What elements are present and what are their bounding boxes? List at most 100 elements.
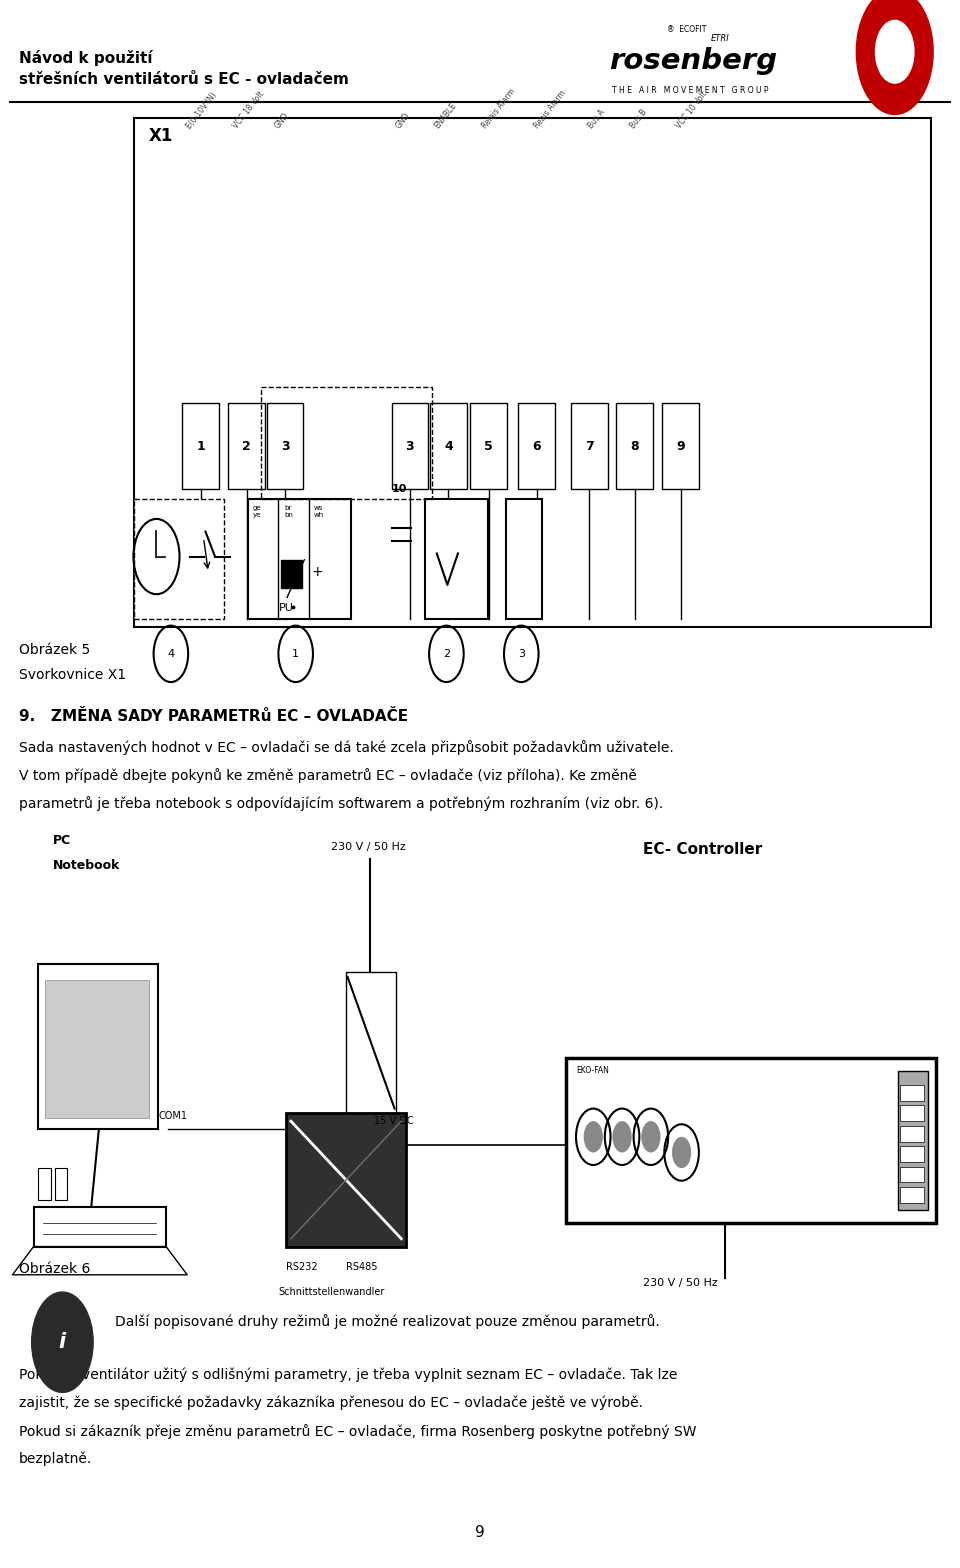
Text: Sada nastavených hodnot v EC – ovladači se dá také zcela přizpůsobit požadavkům : Sada nastavených hodnot v EC – ovladači …	[19, 740, 674, 756]
FancyBboxPatch shape	[900, 1126, 924, 1142]
Text: T H E   A I R   M O V E M E N T   G R O U P: T H E A I R M O V E M E N T G R O U P	[612, 86, 769, 96]
Text: COM1: COM1	[158, 1112, 187, 1121]
Text: Bus B: Bus B	[629, 108, 649, 130]
Text: Další popisované druhy režimů je možné realizovat pouze změnou parametrů.: Další popisované druhy režimů je možné r…	[115, 1314, 660, 1330]
Text: EKO-FAN: EKO-FAN	[576, 1066, 609, 1076]
FancyBboxPatch shape	[616, 403, 653, 489]
Text: 10: 10	[392, 485, 407, 494]
Text: 230 V / 50 Hz: 230 V / 50 Hz	[331, 842, 406, 851]
FancyBboxPatch shape	[134, 118, 931, 627]
Circle shape	[870, 11, 889, 42]
Circle shape	[856, 0, 933, 114]
Text: 1: 1	[196, 439, 205, 453]
Text: 1: 1	[292, 649, 300, 659]
FancyBboxPatch shape	[286, 1113, 406, 1247]
Circle shape	[900, 61, 920, 93]
FancyBboxPatch shape	[228, 403, 265, 489]
Text: Svorkovnice X1: Svorkovnice X1	[19, 668, 127, 682]
FancyBboxPatch shape	[38, 1168, 51, 1200]
Circle shape	[876, 20, 914, 83]
FancyBboxPatch shape	[134, 499, 224, 619]
Text: ®  ECOFIT: ® ECOFIT	[667, 25, 707, 34]
Text: RS232: RS232	[286, 1262, 318, 1272]
Circle shape	[584, 1121, 603, 1152]
Text: +: +	[311, 566, 323, 579]
FancyBboxPatch shape	[425, 499, 488, 619]
Text: EC- Controller: EC- Controller	[643, 842, 762, 858]
Text: 5: 5	[484, 439, 493, 453]
Text: 15 V DC: 15 V DC	[374, 1116, 414, 1126]
Circle shape	[32, 1292, 93, 1392]
Text: Bus A: Bus A	[587, 108, 607, 130]
FancyBboxPatch shape	[346, 972, 396, 1113]
Text: bezplatně.: bezplatně.	[19, 1452, 92, 1466]
Circle shape	[641, 1121, 660, 1152]
FancyBboxPatch shape	[392, 403, 428, 489]
Text: Obrázek 5: Obrázek 5	[19, 643, 90, 657]
FancyBboxPatch shape	[267, 403, 303, 489]
Text: ENABLE: ENABLE	[433, 100, 458, 130]
Text: rosenberg: rosenberg	[610, 47, 778, 75]
Text: VCC 10 Volt: VCC 10 Volt	[675, 89, 709, 130]
Text: 6: 6	[533, 439, 540, 453]
FancyBboxPatch shape	[506, 499, 542, 619]
FancyBboxPatch shape	[900, 1146, 924, 1162]
FancyBboxPatch shape	[900, 1085, 924, 1101]
Text: 4: 4	[444, 439, 453, 453]
Circle shape	[612, 1121, 632, 1152]
FancyBboxPatch shape	[45, 980, 149, 1118]
FancyBboxPatch shape	[518, 403, 555, 489]
Text: ws
wh: ws wh	[314, 505, 324, 517]
Text: X1: X1	[149, 127, 173, 144]
FancyBboxPatch shape	[38, 964, 158, 1129]
FancyBboxPatch shape	[662, 403, 699, 489]
FancyBboxPatch shape	[898, 1071, 928, 1210]
Text: Návod k použití: Návod k použití	[19, 50, 153, 66]
Text: parametrů je třeba notebook s odpovídajícím softwarem a potřebným rozhraním (viz: parametrů je třeba notebook s odpovídají…	[19, 797, 663, 812]
Text: ge
ye: ge ye	[252, 505, 261, 517]
Text: GND: GND	[274, 111, 291, 130]
Text: 8: 8	[631, 439, 638, 453]
Text: ETRI: ETRI	[710, 34, 730, 44]
Text: 9.   ZMĚNA SADY PARAMETRů EC – OVLADAČE: 9. ZMĚNA SADY PARAMETRů EC – OVLADAČE	[19, 709, 408, 724]
Text: PU: PU	[279, 604, 294, 613]
FancyBboxPatch shape	[571, 403, 608, 489]
Circle shape	[885, 2, 904, 33]
FancyBboxPatch shape	[470, 403, 507, 489]
FancyBboxPatch shape	[34, 1207, 166, 1247]
FancyBboxPatch shape	[566, 1058, 936, 1223]
Text: 3: 3	[281, 439, 289, 453]
FancyBboxPatch shape	[182, 403, 219, 489]
Text: Pokud si zákazník přeje změnu parametrů EC – ovladače, firma Rosenberg poskytne : Pokud si zákazník přeje změnu parametrů …	[19, 1424, 697, 1439]
Text: 3: 3	[406, 439, 414, 453]
Text: V tom případě dbejte pokynů ke změně parametrů EC – ovladače (viz příloha). Ke z: V tom případě dbejte pokynů ke změně par…	[19, 768, 637, 784]
Circle shape	[870, 61, 889, 93]
Text: 2: 2	[242, 439, 252, 453]
Text: VCC 18 Volt: VCC 18 Volt	[231, 89, 266, 130]
FancyBboxPatch shape	[900, 1187, 924, 1203]
FancyBboxPatch shape	[900, 1105, 924, 1121]
Text: i: i	[59, 1333, 66, 1352]
FancyBboxPatch shape	[55, 1168, 67, 1200]
Text: Schnittstellenwandler: Schnittstellenwandler	[278, 1287, 385, 1297]
Text: Obrázek 6: Obrázek 6	[19, 1262, 90, 1276]
Circle shape	[672, 1137, 691, 1168]
Text: Reais Alarm: Reais Alarm	[533, 88, 567, 130]
Text: Relais Alarm: Relais Alarm	[481, 86, 517, 130]
Text: PC: PC	[53, 834, 71, 847]
FancyBboxPatch shape	[281, 560, 302, 588]
Text: Notebook: Notebook	[53, 859, 120, 872]
Text: 230 V / 50 Hz: 230 V / 50 Hz	[643, 1278, 718, 1287]
Text: Pokud je ventilátor užitý s odlišnými parametry, je třeba vyplnit seznam EC – ov: Pokud je ventilátor užitý s odlišnými pa…	[19, 1367, 678, 1381]
Text: 3: 3	[517, 649, 525, 659]
Circle shape	[885, 71, 904, 102]
Text: 9: 9	[475, 1524, 485, 1540]
FancyBboxPatch shape	[430, 403, 467, 489]
Circle shape	[900, 11, 920, 42]
Text: GND: GND	[395, 111, 412, 130]
FancyBboxPatch shape	[248, 499, 351, 619]
Text: 9: 9	[677, 439, 684, 453]
Text: 4: 4	[167, 649, 175, 659]
Text: br
bn: br bn	[284, 505, 293, 517]
Text: E(0-10V IN): E(0-10V IN)	[185, 91, 219, 130]
